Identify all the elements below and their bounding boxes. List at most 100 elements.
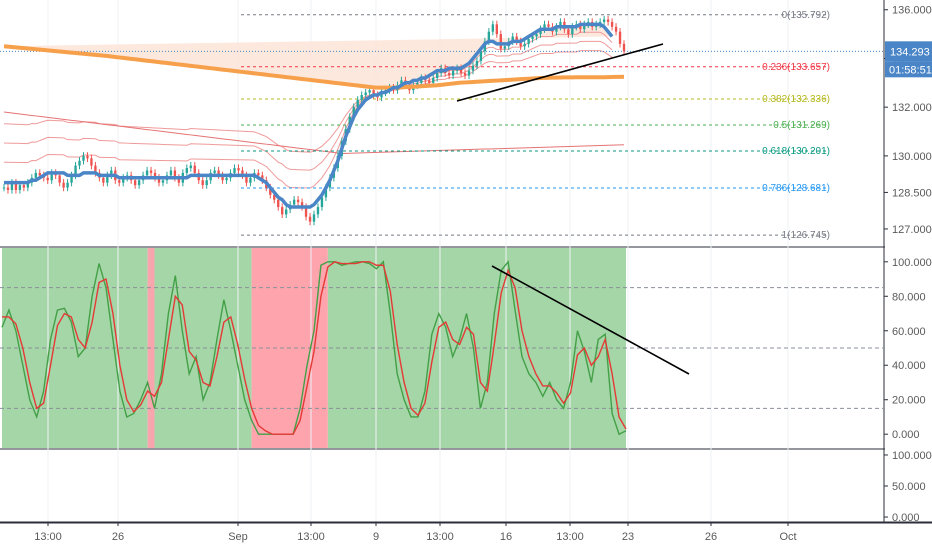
candle-body	[261, 175, 264, 181]
candle-body	[606, 19, 610, 22]
trend-lines[interactable]	[456, 43, 690, 375]
axis-tick-label: 130.000	[892, 151, 932, 163]
candle-body	[420, 77, 423, 83]
bar-countdown: 01:58:51	[889, 64, 932, 76]
candle-body	[447, 73, 451, 76]
last-price-value: 134.293	[890, 46, 930, 58]
candle-body	[62, 182, 65, 188]
oscillator-trendline[interactable]	[491, 265, 690, 375]
long-ma-line	[3, 44, 625, 90]
candle-body	[193, 165, 196, 173]
candle-body	[352, 107, 355, 117]
time-tick-label: 9	[373, 531, 379, 543]
candle-body	[610, 21, 614, 27]
candle-body	[471, 65, 475, 71]
candle-body	[463, 73, 467, 76]
axis-tick-label: 50.000	[892, 481, 926, 493]
ma-ribbon-fill	[4, 24, 613, 88]
stochastic-bull-region	[2, 248, 148, 448]
candle-body	[137, 180, 141, 186]
axis-tick-label: 100.000	[892, 257, 932, 269]
candle-body	[82, 155, 85, 161]
candle-body	[122, 177, 125, 183]
candle-body	[618, 31, 622, 44]
candle-body	[499, 34, 502, 49]
ribbon-ma-line	[3, 40, 613, 171]
candle-body	[316, 207, 320, 215]
candle-body	[6, 187, 10, 190]
time-tick-label: 23	[622, 531, 634, 543]
candle-body	[14, 182, 18, 190]
candle-body	[451, 70, 455, 76]
candle-body	[94, 165, 97, 173]
time-tick-label: Oct	[779, 531, 796, 543]
smooth-ma-line	[4, 22, 614, 209]
candle-body	[320, 197, 324, 208]
candle-body	[583, 24, 586, 30]
candle-body	[416, 82, 419, 86]
axis-tick-label: 20.000	[892, 395, 926, 407]
fib-level-label: 0.382(132.336)	[762, 94, 830, 105]
candle-body	[519, 41, 522, 47]
axis-background	[885, 0, 932, 522]
candle-body	[368, 90, 371, 93]
candle-body	[579, 24, 582, 30]
axis-tick-label: 136.000	[892, 5, 932, 17]
fibonacci-retracement[interactable]: 0(135.792) 0.236(133.657) 0.382(132.336) 0.…	[0, 10, 884, 241]
ma-ribbon	[3, 24, 625, 189]
time-axis[interactable]: 13:00 26 Sep 13:00 9 13:00 16 13:00 23 26 Oct	[0, 521, 932, 543]
axis-tick-label: 132.000	[892, 102, 932, 114]
candle-body	[50, 172, 53, 181]
candle-body	[38, 172, 41, 176]
axis-tick-label: 80.000	[892, 291, 926, 303]
candle-body	[432, 77, 435, 83]
time-tick-label: 13:00	[426, 531, 454, 543]
candle-body	[46, 177, 49, 181]
candle-body	[157, 177, 161, 183]
price-axes[interactable]: 136.000134.000132.000130.000128.500127.0…	[884, 0, 932, 524]
candle-body	[133, 180, 137, 186]
candle-body	[185, 168, 189, 173]
candle-body	[543, 24, 546, 30]
candle-body	[225, 177, 228, 181]
candle-body	[535, 34, 538, 37]
candle-body	[221, 175, 224, 181]
candle-body	[380, 92, 383, 98]
candle-body	[86, 155, 89, 159]
candle-body	[237, 168, 240, 171]
candle-body	[26, 182, 30, 188]
stochastic-lines	[0, 260, 884, 436]
candle-body	[102, 177, 105, 183]
candle-body	[213, 170, 216, 173]
candle-body	[118, 180, 121, 183]
candle-body	[479, 51, 483, 61]
candle-body	[292, 199, 296, 205]
price-trendline[interactable]	[456, 43, 664, 102]
time-tick-label: 13:00	[34, 531, 62, 543]
last-price-badge	[885, 41, 932, 62]
candle-body	[324, 187, 328, 198]
countdown-badge	[885, 61, 932, 78]
candle-body	[177, 177, 181, 183]
stochastic-bear-region	[147, 248, 155, 448]
candle-body	[531, 36, 534, 39]
time-tick-label: Sep	[228, 531, 248, 543]
candle-body	[66, 182, 69, 188]
candle-body	[428, 80, 431, 83]
candle-body	[459, 68, 463, 74]
time-tick-label: 13:00	[556, 531, 584, 543]
candle-body	[622, 43, 626, 52]
fib-level-label: 0(135.792)	[782, 10, 830, 21]
candle-body	[511, 36, 514, 42]
candle-body	[539, 29, 542, 35]
candle-body	[312, 214, 316, 222]
candle-body	[106, 175, 109, 183]
candle-body	[205, 180, 208, 186]
candle-body	[149, 170, 153, 173]
axis-tick-label: 60.000	[892, 326, 926, 338]
candle-body	[189, 165, 192, 169]
stochastic-background	[2, 248, 626, 448]
candle-body	[110, 170, 113, 176]
candle-body	[217, 170, 220, 176]
